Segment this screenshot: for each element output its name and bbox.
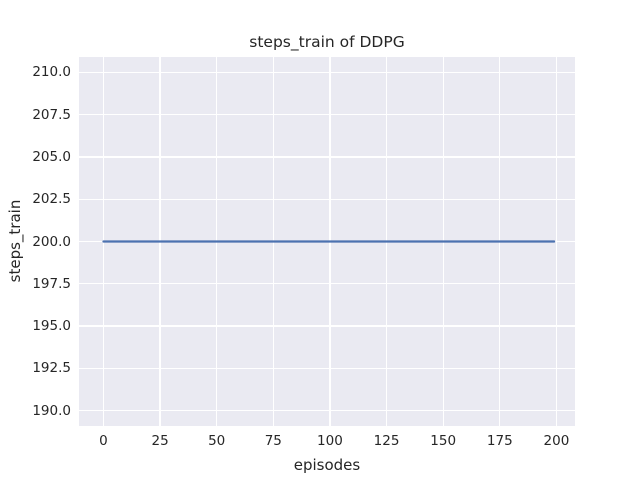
x-tick-label: 175 <box>486 433 513 449</box>
chart-title: steps_train of DDPG <box>249 33 405 51</box>
x-tick-label: 100 <box>317 433 343 449</box>
horizontal-gridline <box>79 71 575 73</box>
x-tick-label: 25 <box>151 433 169 449</box>
plot-area <box>79 57 575 426</box>
y-axis-label: steps_train <box>6 199 24 283</box>
horizontal-gridline <box>79 198 575 200</box>
y-tick-label: 190.0 <box>32 402 71 419</box>
series-plot <box>102 240 556 243</box>
x-tick-label: 0 <box>99 433 108 449</box>
x-tick-label: 125 <box>373 433 400 449</box>
y-tick-label: 200.0 <box>32 233 71 250</box>
horizontal-gridline <box>79 283 575 285</box>
y-tick-label: 192.5 <box>32 360 71 377</box>
horizontal-gridline <box>79 156 575 158</box>
y-tick-label: 195.0 <box>32 318 71 335</box>
y-tick-label: 205.0 <box>32 148 71 165</box>
x-tick-label: 150 <box>430 433 457 449</box>
y-tick-label: 207.5 <box>32 106 71 123</box>
horizontal-gridline <box>79 410 575 412</box>
x-tick-label: 75 <box>264 433 282 449</box>
x-tick-label: 200 <box>543 433 570 449</box>
horizontal-gridline <box>79 325 575 327</box>
x-tick-label: 50 <box>208 433 226 449</box>
y-tick-label: 197.5 <box>32 275 71 292</box>
x-axis-label: episodes <box>293 456 361 474</box>
y-tick-label: 210.0 <box>32 64 71 81</box>
horizontal-gridline <box>79 113 575 116</box>
horizontal-gridline <box>79 367 575 370</box>
y-tick-label: 202.5 <box>32 191 71 208</box>
